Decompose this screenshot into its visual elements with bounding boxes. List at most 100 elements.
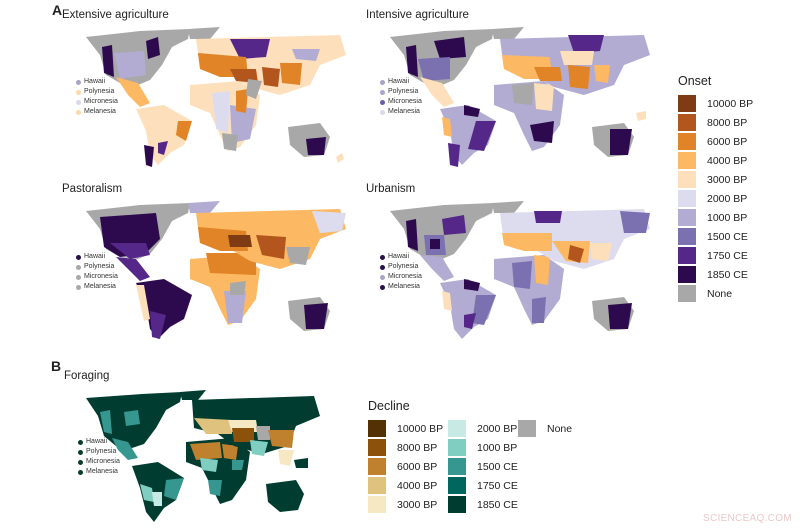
onset-legend-item: 4000 BP bbox=[678, 151, 753, 170]
decline-swatch-3000bp bbox=[368, 496, 386, 513]
onset-legend-item: 8000 BP bbox=[678, 113, 753, 132]
island-item-polynesia: Polynesia bbox=[380, 262, 422, 272]
polynesia-dot-icon bbox=[76, 89, 81, 95]
polynesia-dot-icon bbox=[380, 264, 385, 270]
map-title-intensive-agriculture: Intensive agriculture bbox=[366, 9, 469, 21]
island-item-micronesia: Micronesia bbox=[76, 272, 118, 282]
micronesia-dot-icon bbox=[78, 459, 83, 465]
island-item-hawaii: Hawaii bbox=[76, 252, 118, 262]
decline-legend-item: 1850 CE bbox=[448, 495, 518, 514]
island-item-melanesia: Melanesia bbox=[76, 107, 118, 117]
onset-legend-item: None bbox=[678, 284, 753, 303]
onset-swatch-1850ce bbox=[678, 266, 696, 283]
map-extensive-agriculture bbox=[80, 25, 350, 170]
melanesia-dot-icon bbox=[380, 109, 385, 115]
decline-legend-column: None bbox=[518, 419, 598, 514]
micronesia-dot-icon bbox=[76, 274, 81, 280]
decline-legend-item: 3000 BP bbox=[368, 495, 448, 514]
map-title-pastoralism: Pastoralism bbox=[62, 183, 123, 195]
decline-swatch-1000bp bbox=[448, 439, 466, 456]
onset-legend-item: 3000 BP bbox=[678, 170, 753, 189]
map-title-extensive-agriculture: Extensive agriculture bbox=[62, 9, 169, 21]
onset-legend-item: 10000 BP bbox=[678, 94, 753, 113]
hawaii-dot-icon bbox=[380, 79, 385, 85]
decline-swatch-1850ce bbox=[448, 496, 466, 513]
island-item-melanesia: Melanesia bbox=[78, 467, 120, 477]
island-legend-intensive-agriculture: Hawaii Polynesia Micronesia Melanesia bbox=[380, 77, 422, 117]
island-item-hawaii: Hawaii bbox=[78, 437, 120, 447]
island-item-melanesia: Melanesia bbox=[76, 282, 118, 292]
island-item-hawaii: Hawaii bbox=[76, 77, 118, 87]
micronesia-dot-icon bbox=[380, 99, 385, 105]
hawaii-dot-icon bbox=[76, 254, 81, 260]
island-item-polynesia: Polynesia bbox=[380, 87, 422, 97]
island-item-polynesia: Polynesia bbox=[76, 87, 118, 97]
melanesia-dot-icon bbox=[76, 109, 81, 115]
map-foraging bbox=[82, 388, 322, 528]
polynesia-dot-icon bbox=[78, 449, 83, 455]
decline-legend-item: 8000 BP bbox=[368, 438, 448, 457]
island-item-hawaii: Hawaii bbox=[380, 77, 422, 87]
island-item-micronesia: Micronesia bbox=[76, 97, 118, 107]
decline-legend-item: 4000 BP bbox=[368, 476, 448, 495]
island-item-polynesia: Polynesia bbox=[78, 447, 120, 457]
island-item-micronesia: Micronesia bbox=[78, 457, 120, 467]
hawaii-dot-icon bbox=[78, 439, 83, 445]
island-legend-extensive-agriculture: Hawaii Polynesia Micronesia Melanesia bbox=[76, 77, 118, 117]
island-item-micronesia: Micronesia bbox=[380, 272, 422, 282]
decline-swatch-4000bp bbox=[368, 477, 386, 494]
island-legend-urbanism: Hawaii Polynesia Micronesia Melanesia bbox=[380, 252, 422, 292]
melanesia-dot-icon bbox=[76, 284, 81, 290]
watermark: SCIENCEAQ.COM bbox=[703, 513, 792, 524]
onset-legend-title: Onset bbox=[678, 74, 712, 88]
onset-legend-item: 6000 BP bbox=[678, 132, 753, 151]
map-pastoralism bbox=[80, 199, 350, 344]
melanesia-dot-icon bbox=[380, 284, 385, 290]
onset-swatch-1500ce bbox=[678, 228, 696, 245]
polynesia-dot-icon bbox=[76, 264, 81, 270]
decline-swatch-6000bp bbox=[368, 458, 386, 475]
onset-legend-item: 1000 BP bbox=[678, 208, 753, 227]
decline-swatch-none bbox=[518, 420, 536, 437]
decline-legend-column: 2000 BP 1000 BP 1500 CE 1750 CE 1850 CE bbox=[448, 419, 518, 514]
island-item-micronesia: Micronesia bbox=[380, 97, 422, 107]
onset-swatch-6000bp bbox=[678, 133, 696, 150]
melanesia-dot-icon bbox=[78, 469, 83, 475]
island-legend-foraging: Hawaii Polynesia Micronesia Melanesia bbox=[78, 437, 120, 477]
decline-legend-item: 6000 BP bbox=[368, 457, 448, 476]
island-legend-pastoralism: Hawaii Polynesia Micronesia Melanesia bbox=[76, 252, 118, 292]
decline-legend-item: 1500 CE bbox=[448, 457, 518, 476]
decline-swatch-1750ce bbox=[448, 477, 466, 494]
onset-swatch-8000bp bbox=[678, 114, 696, 131]
island-item-melanesia: Melanesia bbox=[380, 107, 422, 117]
micronesia-dot-icon bbox=[76, 99, 81, 105]
onset-legend: Onset 10000 BP 8000 BP 6000 BP 4000 BP 3… bbox=[678, 74, 753, 303]
polynesia-dot-icon bbox=[380, 89, 385, 95]
onset-swatch-3000bp bbox=[678, 171, 696, 188]
decline-legend-item: 1750 CE bbox=[448, 476, 518, 495]
hawaii-dot-icon bbox=[380, 254, 385, 260]
onset-legend-item: 2000 BP bbox=[678, 189, 753, 208]
decline-legend-title: Decline bbox=[368, 399, 410, 413]
micronesia-dot-icon bbox=[380, 274, 385, 280]
island-item-hawaii: Hawaii bbox=[380, 252, 422, 262]
decline-swatch-8000bp bbox=[368, 439, 386, 456]
onset-legend-item: 1850 CE bbox=[678, 265, 753, 284]
decline-legend-column: 10000 BP 8000 BP 6000 BP 4000 BP 3000 BP bbox=[368, 419, 448, 514]
decline-swatch-10000bp bbox=[368, 420, 386, 437]
map-title-urbanism: Urbanism bbox=[366, 183, 416, 195]
decline-swatch-1500ce bbox=[448, 458, 466, 475]
decline-legend: Decline 10000 BP 8000 BP 6000 BP 4000 BP… bbox=[368, 399, 598, 514]
hawaii-dot-icon bbox=[76, 79, 81, 85]
onset-swatch-1750ce bbox=[678, 247, 696, 264]
island-item-melanesia: Melanesia bbox=[380, 282, 422, 292]
onset-legend-item: 1500 CE bbox=[678, 227, 753, 246]
onset-legend-item: 1750 CE bbox=[678, 246, 753, 265]
map-intensive-agriculture bbox=[384, 25, 654, 170]
onset-swatch-none bbox=[678, 285, 696, 302]
island-item-polynesia: Polynesia bbox=[76, 262, 118, 272]
decline-legend-item: None bbox=[518, 419, 598, 438]
decline-legend-item: 10000 BP bbox=[368, 419, 448, 438]
panel-b-label: B bbox=[51, 358, 62, 374]
onset-swatch-10000bp bbox=[678, 95, 696, 112]
